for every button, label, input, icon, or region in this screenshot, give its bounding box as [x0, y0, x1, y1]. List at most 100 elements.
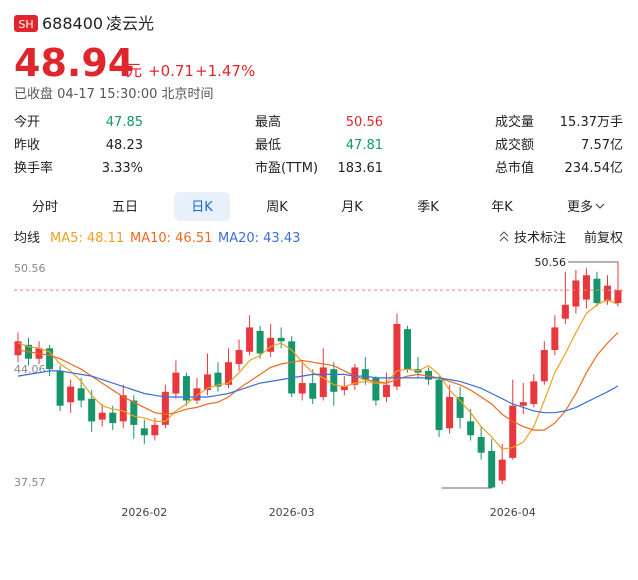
ma-line: [17, 332, 619, 431]
candle-body: [498, 459, 506, 481]
price-change-pct: +1.47%: [195, 62, 255, 80]
tab[interactable]: 更多: [567, 199, 593, 215]
candle-body: [572, 280, 580, 307]
candle-body: [130, 400, 138, 425]
candle-body: [614, 290, 622, 304]
candle-body: [98, 412, 106, 420]
candle-body: [509, 405, 517, 458]
stat-label: 昨收: [14, 138, 40, 153]
candle-body: [109, 412, 117, 424]
tech-icon: [499, 231, 509, 242]
candle-body: [393, 323, 401, 387]
candle-body: [67, 386, 75, 403]
stock-code: 688400: [42, 14, 103, 33]
candle-body: [425, 370, 433, 380]
candle-body: [140, 428, 148, 436]
candle-body: [403, 329, 411, 370]
stat-value: 234.54亿: [565, 161, 624, 176]
candle-body: [446, 397, 454, 429]
candle-body: [203, 374, 211, 391]
tab[interactable]: 分时: [32, 200, 58, 215]
adjust-button[interactable]: 前复权: [584, 230, 623, 246]
ma-line: [17, 370, 619, 414]
candle-body: [467, 421, 475, 436]
candle-body: [382, 384, 390, 398]
high-marker: 50.56: [535, 256, 567, 269]
candle-body: [340, 386, 348, 391]
candle-body: [246, 327, 254, 352]
ma-title: 均线: [14, 231, 40, 246]
candle-body: [172, 372, 180, 394]
candle-body: [330, 369, 338, 392]
stat-label: 最高: [255, 114, 281, 130]
candle-body: [540, 350, 548, 382]
candle-body: [77, 388, 85, 401]
active-tab-bg: [174, 192, 230, 221]
stat-value: 7.57亿: [581, 138, 623, 153]
stat-value: 183.61: [338, 161, 384, 176]
stat-label: 最低: [255, 138, 281, 153]
candle-body: [456, 397, 464, 418]
ma-line: [17, 298, 619, 450]
stat-value: 3.33%: [102, 161, 143, 176]
stat-value: 15.37万手: [560, 115, 623, 130]
candle-body: [361, 369, 369, 380]
market-badge-bg: [14, 15, 38, 32]
tech-button[interactable]: 技术标注: [514, 231, 566, 246]
candle-body: [182, 376, 190, 401]
candle-body: [372, 377, 380, 401]
stat-value: 47.85: [106, 115, 143, 130]
candle-body: [277, 337, 285, 342]
candle-body: [488, 450, 496, 488]
stat-label: 换手率: [14, 160, 53, 176]
candle-body: [582, 275, 590, 300]
candle-body: [235, 350, 243, 364]
market-badge: SH: [18, 18, 33, 31]
candle-body: [288, 341, 296, 394]
candle-body: [88, 398, 96, 422]
candle-body: [56, 370, 64, 406]
stat-label: 成交量: [495, 114, 534, 130]
candle-body: [119, 395, 127, 422]
candle-body: [309, 383, 317, 399]
y-tick-label: 50.56: [14, 262, 46, 275]
candle-body: [267, 337, 275, 352]
candle-body: [46, 348, 54, 370]
market-status: 已收盘 04-17 15:30:00 北京时间: [14, 86, 214, 102]
candle-body: [603, 285, 611, 302]
stat-label: 今开: [14, 114, 40, 130]
tab[interactable]: 周K: [266, 200, 288, 215]
candle-body: [298, 383, 306, 394]
candle-body: [161, 391, 169, 425]
candle-body: [193, 388, 201, 401]
candle-body: [225, 362, 233, 385]
candle-body: [435, 379, 443, 431]
price: 48.94: [14, 41, 134, 85]
candle-body: [593, 278, 601, 304]
tab[interactable]: 日K: [191, 200, 213, 215]
stock-name: 凌云光: [106, 14, 154, 33]
ma-legend: MA5: 48.11 MA10: 46.51 MA20: 43.43: [50, 231, 300, 246]
x-tick-label: 2026-02: [121, 506, 167, 519]
stat-value: 47.81: [346, 138, 383, 153]
candle-body: [477, 437, 485, 453]
tab[interactable]: 月K: [341, 200, 363, 215]
tab[interactable]: 五日: [112, 200, 138, 215]
price-change: +0.71: [148, 62, 194, 80]
x-tick-label: 2026-03: [269, 506, 315, 519]
candle-body: [151, 424, 159, 436]
candle-body: [530, 381, 538, 404]
candle-body: [256, 330, 264, 354]
ma-legend-item: MA20: 43.43: [218, 231, 300, 246]
ma-legend-item: MA5: 48.11: [50, 231, 124, 246]
tab[interactable]: 年K: [491, 200, 513, 215]
candle-body: [551, 327, 559, 351]
ma-legend-item: MA10: 46.51: [130, 231, 212, 246]
candle-body: [561, 304, 569, 319]
candle-body: [519, 402, 527, 406]
tab[interactable]: 季K: [417, 200, 439, 215]
